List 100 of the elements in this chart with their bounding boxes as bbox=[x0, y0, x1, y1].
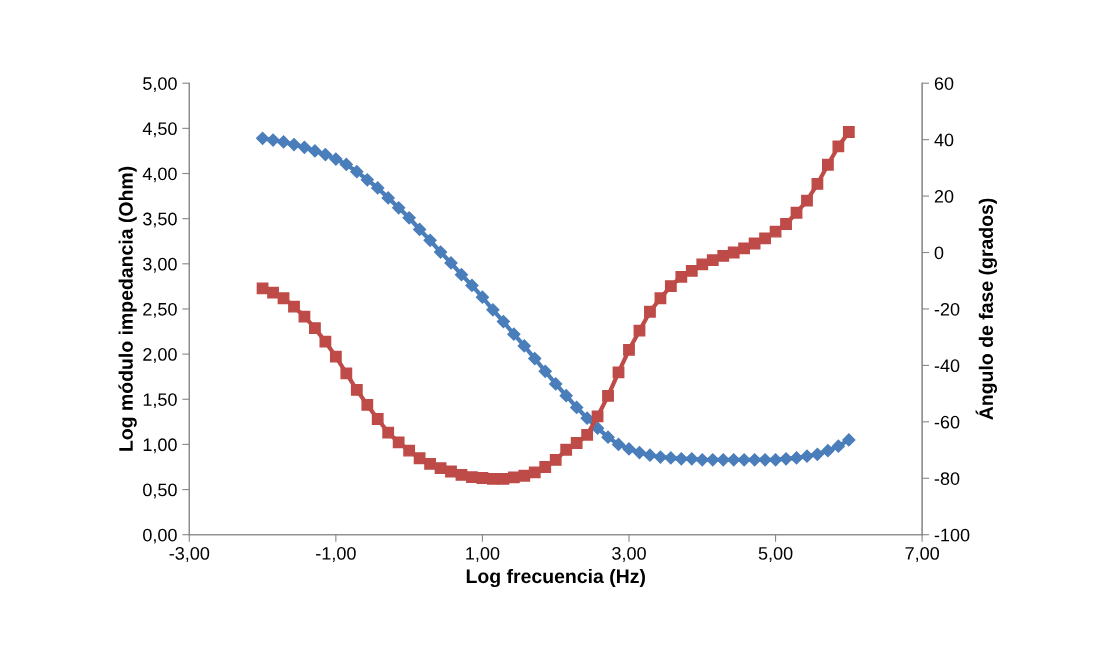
point bbox=[633, 324, 646, 337]
point bbox=[266, 133, 280, 147]
x-tick-label: 1,00 bbox=[466, 546, 500, 562]
point bbox=[821, 444, 835, 458]
y2-tick-label: -80 bbox=[934, 472, 960, 485]
y-tick-label: 1,50 bbox=[143, 393, 177, 409]
point bbox=[789, 451, 804, 465]
point bbox=[832, 140, 845, 153]
point bbox=[685, 264, 698, 277]
point bbox=[842, 433, 856, 447]
point bbox=[759, 232, 771, 245]
y2-tick-label: -40 bbox=[934, 359, 960, 373]
point bbox=[716, 453, 730, 467]
point bbox=[559, 389, 573, 403]
point bbox=[769, 225, 782, 238]
point bbox=[706, 453, 720, 467]
point bbox=[601, 430, 615, 444]
point bbox=[403, 444, 416, 457]
point bbox=[810, 447, 824, 461]
point bbox=[277, 292, 290, 305]
point bbox=[644, 305, 656, 318]
y-tick-label: 0,50 bbox=[143, 483, 177, 499]
point bbox=[360, 173, 374, 187]
point bbox=[350, 165, 364, 179]
point bbox=[842, 126, 855, 138]
point bbox=[696, 258, 709, 271]
y2-tick-label: 40 bbox=[934, 133, 954, 147]
point bbox=[350, 384, 363, 396]
point bbox=[581, 428, 594, 441]
point bbox=[664, 280, 677, 293]
point bbox=[602, 389, 614, 402]
point bbox=[423, 233, 437, 247]
point bbox=[287, 138, 301, 152]
point bbox=[800, 449, 814, 463]
point bbox=[737, 453, 751, 467]
point bbox=[454, 268, 469, 282]
point bbox=[768, 453, 783, 467]
point bbox=[727, 453, 741, 467]
y-axis-title: Log módulo impedancia (Ohm) bbox=[118, 166, 137, 451]
point bbox=[549, 454, 562, 466]
point bbox=[497, 472, 510, 485]
y2-tick-label: -20 bbox=[934, 302, 960, 316]
point bbox=[486, 303, 500, 317]
point bbox=[434, 462, 447, 475]
point bbox=[528, 352, 542, 366]
point bbox=[413, 452, 426, 465]
point bbox=[267, 286, 279, 299]
point bbox=[570, 437, 583, 449]
point bbox=[549, 377, 563, 391]
point bbox=[392, 436, 405, 449]
point bbox=[717, 250, 730, 262]
point bbox=[748, 453, 762, 467]
point bbox=[466, 471, 478, 484]
y2-tick-label: -60 bbox=[934, 415, 960, 429]
point bbox=[654, 292, 667, 305]
point bbox=[811, 178, 824, 190]
y-tick-label: 1,00 bbox=[143, 438, 177, 454]
y-tick-label: 0,00 bbox=[143, 528, 177, 544]
point bbox=[611, 437, 626, 451]
point bbox=[801, 194, 813, 207]
point bbox=[475, 290, 490, 304]
point bbox=[276, 135, 291, 149]
point bbox=[308, 144, 322, 158]
point bbox=[664, 451, 678, 465]
x-tick-label: 3,00 bbox=[612, 546, 646, 562]
point bbox=[685, 452, 699, 466]
y2-axis-title: Ángulo de fase (grados) bbox=[975, 198, 997, 420]
point bbox=[758, 453, 772, 467]
point bbox=[297, 140, 312, 154]
point bbox=[695, 453, 709, 467]
point bbox=[539, 461, 552, 473]
x-tick-label: 7,00 bbox=[905, 546, 939, 562]
y-tick-label: 4,00 bbox=[142, 167, 177, 183]
point bbox=[288, 300, 300, 313]
point bbox=[371, 181, 385, 195]
y-tick-label: 5,00 bbox=[143, 77, 177, 93]
point bbox=[560, 443, 573, 456]
point bbox=[632, 445, 647, 460]
point bbox=[580, 411, 594, 425]
point bbox=[444, 256, 458, 270]
point bbox=[392, 201, 406, 215]
y2-tick-label: 0 bbox=[934, 246, 944, 260]
point bbox=[309, 322, 321, 335]
point bbox=[738, 242, 751, 255]
point bbox=[255, 131, 270, 145]
point bbox=[779, 452, 793, 466]
point bbox=[622, 442, 636, 456]
point bbox=[496, 315, 510, 329]
point bbox=[675, 270, 688, 283]
point bbox=[831, 439, 845, 453]
y-tick-label: 4,50 bbox=[142, 122, 177, 138]
point bbox=[256, 282, 269, 295]
point bbox=[413, 222, 427, 237]
point bbox=[780, 218, 792, 230]
point bbox=[339, 157, 353, 172]
point bbox=[433, 245, 448, 259]
point bbox=[382, 426, 395, 439]
point bbox=[465, 278, 479, 293]
point bbox=[517, 339, 531, 353]
point bbox=[329, 152, 343, 166]
